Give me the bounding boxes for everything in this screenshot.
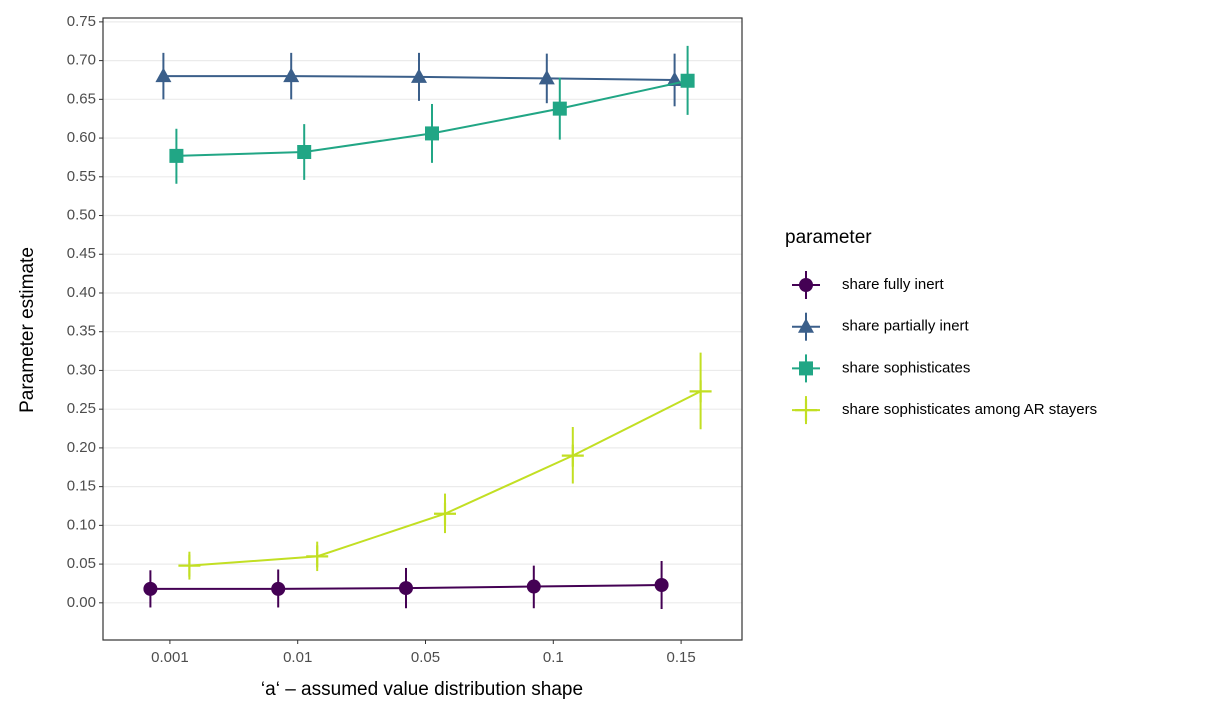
point: [306, 545, 329, 568]
y-tick-label: 0.50: [67, 206, 96, 223]
y-tick-label: 0.05: [67, 555, 96, 572]
y-tick-label: 0.55: [67, 168, 96, 185]
y-tick-label: 0.75: [67, 13, 96, 30]
point: [552, 101, 567, 116]
x-tick-label: 0.1: [543, 649, 564, 666]
point: [654, 578, 669, 593]
point: [143, 581, 158, 596]
point: [283, 67, 300, 83]
point: [680, 73, 695, 88]
y-tick-label: 0.30: [67, 361, 96, 378]
point: [561, 444, 584, 467]
y-tick-label: 0.60: [67, 129, 96, 146]
legend-label: share partially inert: [842, 318, 970, 335]
y-tick-label: 0.35: [67, 323, 96, 340]
y-tick-label: 0.45: [67, 245, 96, 262]
x-tick-label: 0.01: [283, 649, 312, 666]
point: [411, 68, 427, 83]
legend-label: share sophisticates: [842, 359, 970, 376]
y-tick-label: 0.40: [67, 284, 96, 301]
point: [526, 579, 541, 594]
grid: [103, 21, 742, 604]
legend-key: [798, 318, 814, 333]
y-tick-label: 0.70: [67, 52, 96, 69]
point: [297, 145, 312, 160]
y-tick-label: 0.00: [67, 594, 96, 611]
legend-title: parameter: [785, 227, 872, 248]
legend-label: share fully inert: [842, 276, 945, 293]
point: [155, 67, 172, 83]
point: [271, 581, 286, 596]
legend-key: [795, 399, 817, 422]
x-tick-label: 0.15: [666, 649, 695, 666]
y-axis-title: Parameter estimate: [17, 247, 38, 413]
y-tick-label: 0.25: [67, 400, 96, 417]
legend-key: [799, 361, 813, 376]
y-tick-label: 0.20: [67, 439, 96, 456]
point: [399, 581, 413, 596]
y-tick-label: 0.10: [67, 516, 96, 533]
panel-border: [102, 17, 743, 641]
legend-key: [799, 278, 813, 292]
point: [425, 126, 439, 141]
panel: [103, 18, 742, 640]
y-tick-label: 0.15: [67, 478, 96, 495]
point: [434, 502, 456, 525]
point: [538, 69, 555, 85]
x-axis-title: ‘a‘ – assumed value distribution shape: [261, 679, 583, 700]
point: [169, 148, 184, 163]
point: [178, 554, 201, 577]
legend-label: share sophisticates among AR stayers: [842, 401, 1097, 418]
x-tick-label: 0.05: [411, 649, 440, 666]
point: [689, 380, 712, 403]
y-tick-label: 0.65: [67, 90, 96, 107]
x-tick-label: 0.001: [151, 649, 189, 666]
